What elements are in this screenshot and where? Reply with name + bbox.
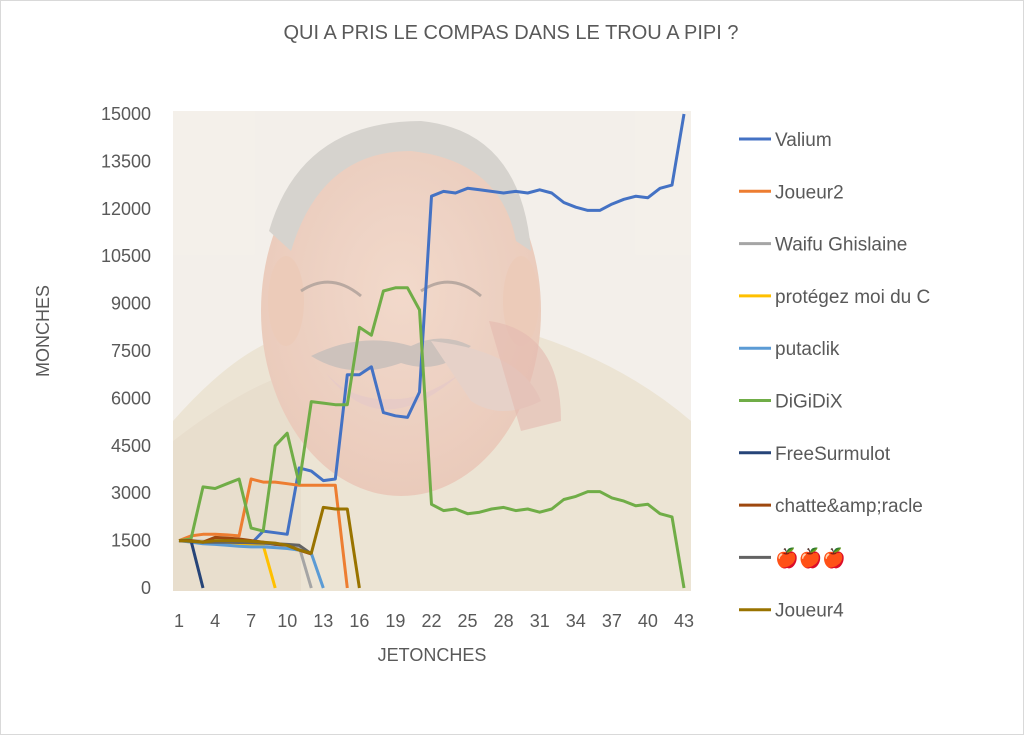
legend-item: protégez moi du C (739, 287, 930, 308)
x-tick-label: 37 (602, 611, 622, 631)
legend-label: 🍎🍎🍎 (775, 546, 846, 569)
x-tick-label: 28 (494, 611, 514, 631)
x-tick-label: 13 (313, 611, 333, 631)
legend-item: FreeSurmulot (739, 444, 891, 465)
x-tick-label: 22 (421, 611, 441, 631)
x-tick-label: 43 (674, 611, 694, 631)
legend-item: Valium (739, 130, 832, 151)
legend-item: DiGiDiX (739, 392, 843, 413)
x-tick-label: 16 (349, 611, 369, 631)
x-tick-label: 7 (246, 611, 256, 631)
y-tick-label: 15000 (101, 104, 151, 124)
series-lines (178, 113, 686, 589)
series-line (178, 286, 686, 589)
laughing-man-photo (173, 111, 691, 591)
legend-label: Joueur2 (775, 182, 844, 203)
series-line (178, 477, 349, 589)
series-line (178, 505, 361, 589)
x-tick-label: 10 (277, 611, 297, 631)
x-tick-label: 19 (385, 611, 405, 631)
x-tick-label: 4 (210, 611, 220, 631)
x-tick-label: 31 (530, 611, 550, 631)
y-axis-title: MONCHES (33, 285, 53, 377)
y-tick-label: 13500 (101, 151, 151, 171)
y-axis-ticks: 0 1500 3000 4500 6000 7500 9000 10500 12000 13500… (101, 104, 151, 598)
legend-item: putaclik (739, 339, 840, 360)
legend-item: 🍎🍎🍎 (739, 546, 846, 569)
y-tick-label: 6000 (111, 388, 151, 408)
legend-label: Valium (775, 130, 832, 151)
legend-label: Joueur4 (775, 601, 844, 622)
y-tick-label: 3000 (111, 483, 151, 503)
x-tick-label: 40 (638, 611, 658, 631)
chart-title: QUI A PRIS LE COMPAS DANS LE TROU A PIPI… (284, 22, 739, 44)
legend: Valium Joueur2 Waifu Ghislaine protégez moi… (739, 130, 930, 622)
x-axis-ticks: 1 4 7 10 13 16 19 22 25 28 31 34 37 40 43 (174, 611, 694, 631)
y-tick-label: 12000 (101, 199, 151, 219)
y-tick-label: 4500 (111, 436, 151, 456)
legend-label: Waifu Ghislaine (775, 235, 907, 256)
legend-item: Joueur4 (739, 601, 844, 622)
legend-item: chatte&amp;racle (739, 496, 923, 517)
legend-item: Waifu Ghislaine (739, 235, 907, 256)
y-tick-label: 9000 (111, 294, 151, 314)
y-tick-label: 10500 (101, 246, 151, 266)
x-tick-label: 25 (458, 611, 478, 631)
legend-label: DiGiDiX (775, 392, 843, 413)
legend-item: Joueur2 (739, 182, 844, 203)
x-tick-label: 34 (566, 611, 586, 631)
legend-label: chatte&amp;racle (775, 496, 923, 517)
y-tick-label: 7500 (111, 341, 151, 361)
x-axis-title: JETONCHES (378, 645, 487, 665)
legend-label: putaclik (775, 339, 840, 360)
x-tick-label: 1 (174, 611, 184, 631)
y-tick-label: 1500 (111, 531, 151, 551)
y-tick-label: 0 (141, 578, 151, 598)
legend-label: protégez moi du C (775, 287, 930, 308)
legend-label: FreeSurmulot (775, 444, 891, 465)
